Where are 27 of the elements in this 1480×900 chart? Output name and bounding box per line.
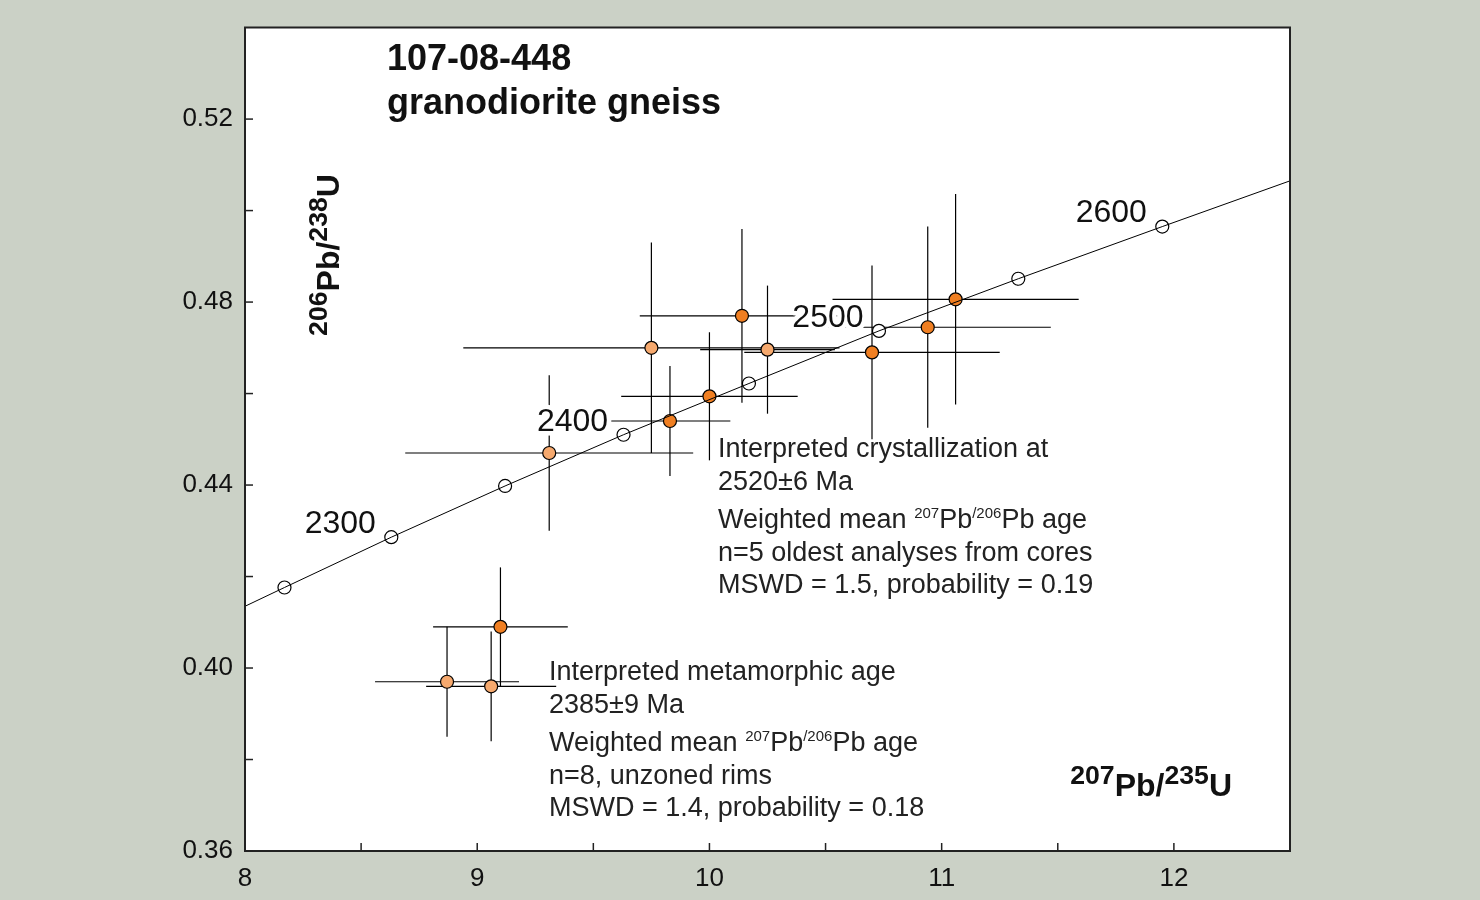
x-tick-label: 8	[237, 861, 253, 892]
point	[734, 308, 750, 323]
x-tick-label: 9	[469, 861, 485, 892]
x-tick-label: 11	[928, 861, 956, 892]
y-tick-label: 0.36	[182, 834, 233, 865]
point	[484, 679, 499, 694]
text: granodiorite gneiss	[387, 80, 722, 124]
x-tick-label: 12	[1159, 861, 1189, 892]
text: Interpreted crystallization at 2520±6 Ma Weighted mean $^{207}$Pb$^{/206}$Pb age n=5 oldest analyses from cores MSWD = 1.5, probability = 0.19	[718, 433, 1094, 599]
annotation: 2300	[304, 504, 376, 541]
text: Interpreted metamorphic age 2385±9 Ma Weighted mean $^{207}$Pb$^{/206}$Pb age n=8, unzoned rims MSWD = 1.4, probability = 0.18	[549, 656, 925, 822]
x-axis-title: $^{207}$Pb/$^{235}$U	[1070, 760, 1232, 804]
y-tick-label: 0.48	[182, 285, 233, 316]
annotation: 2600	[1075, 193, 1147, 230]
point	[542, 445, 557, 461]
y-tick-label: 0.40	[182, 651, 233, 682]
y-tick-label: 0.44	[182, 468, 233, 499]
y-tick-label: 0.52	[182, 102, 233, 133]
point	[439, 674, 455, 689]
x-tick-label: 10	[694, 861, 724, 892]
point	[493, 619, 508, 634]
point	[864, 345, 880, 360]
point	[920, 320, 935, 335]
point	[644, 340, 659, 355]
point	[662, 413, 678, 429]
chart-title: 107-08-448	[387, 36, 573, 80]
point	[760, 342, 775, 357]
